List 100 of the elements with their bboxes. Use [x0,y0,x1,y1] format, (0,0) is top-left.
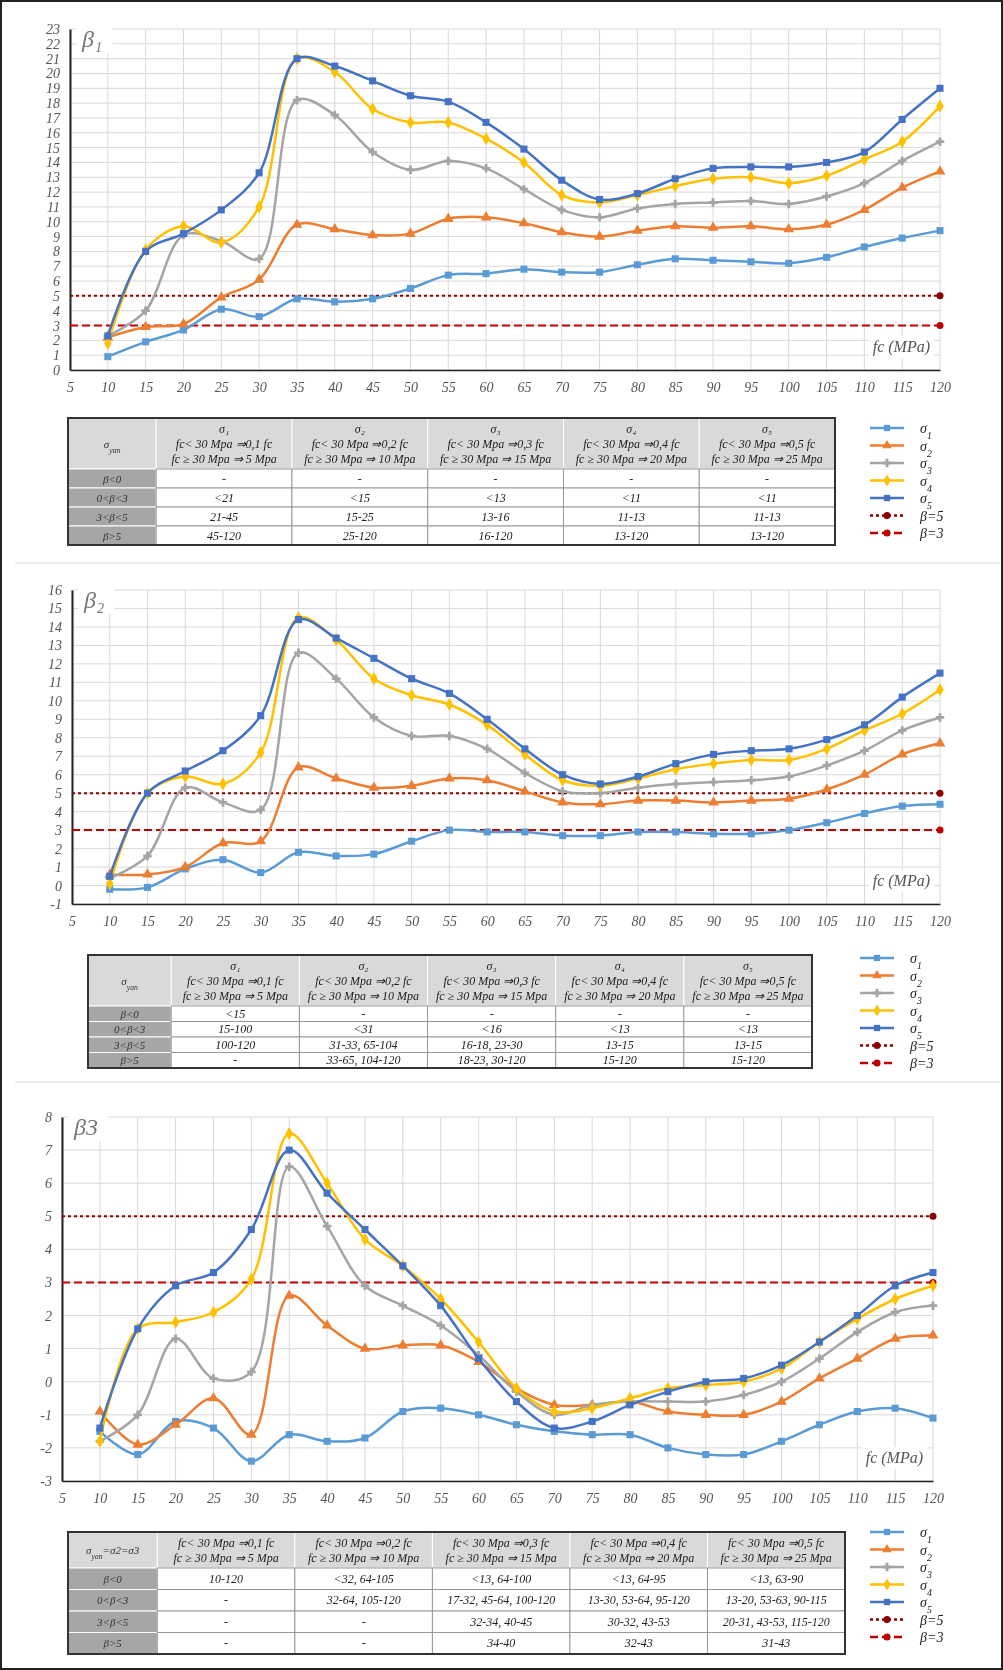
point [784,199,793,209]
text: <16 [481,1022,502,1037]
point [558,268,566,276]
point [815,1421,823,1429]
point [179,860,191,871]
point [180,783,190,792]
point [257,712,265,720]
point [785,163,793,171]
x-tick-label: 95 [744,379,759,395]
point [254,254,264,264]
point [482,118,490,126]
point [934,165,946,175]
text: - [224,1593,229,1608]
legend-label: β=3 [909,1056,934,1071]
point [702,1378,710,1386]
point [283,1289,295,1299]
x-tick-label: 120 [923,1490,944,1506]
text: 18-23, 30-120 [457,1053,526,1068]
x-tick-label: 30 [253,913,269,929]
point [672,828,680,836]
point [634,828,642,836]
y-tick-label: 9 [55,712,62,728]
text: σ₄ fc< 30 Mpa ⇒0,4 fc fc ≥ 30 Mpa ⇒ 20 Mpa [575,421,687,466]
x-tick-label: 40 [329,913,344,929]
text: <15 [225,1006,246,1021]
x-tick-label: 60 [472,1490,487,1506]
point [142,247,150,255]
point [558,176,566,184]
point [936,84,944,92]
point [481,164,491,173]
text: σ₁ fc< 30 Mpa ⇒0,1 fc fc ≥ 30 Mpa ⇒ 5 Mpa [182,958,288,1003]
text: 13-120 [750,528,785,543]
point [285,1146,293,1154]
point [294,616,302,624]
point [247,1225,255,1234]
x-tick-label: 90 [707,913,722,929]
y-tick-label: 11 [49,675,62,691]
category-label: β>5 [103,1637,122,1650]
category-label: 3<β<5 [97,1615,129,1628]
point [519,184,529,194]
point [408,837,416,845]
point [255,835,267,845]
point [445,826,453,834]
text: - [224,1614,229,1629]
point [814,1372,825,1382]
point [209,1268,218,1277]
text: 13-120 [614,528,649,543]
point [141,306,150,315]
y-tick-label: -1 [40,1407,52,1423]
category-label: 3<β<5 [96,510,128,523]
point [480,211,492,221]
point [588,1417,596,1425]
point [519,785,531,795]
category-label: σ$_{yan}$ [121,974,138,991]
y-tick-label: 3 [44,1275,52,1291]
y-tick-label: 16 [48,582,62,598]
point [556,225,568,236]
point [740,1374,748,1382]
point [218,798,228,807]
point [777,1437,786,1445]
point [104,353,112,361]
x-tick-label: 80 [631,913,646,929]
category-label: σ$_{yan}$=σ2=σ3 [86,1544,140,1561]
text: - [493,471,498,486]
point [823,819,831,827]
x-tick-label: 40 [320,1490,335,1506]
point [406,165,415,175]
y-tick-label: 2 [45,1308,52,1324]
point [367,228,378,239]
x-tick-label: 25 [214,379,229,395]
point [215,291,227,301]
text: - [361,1614,366,1629]
point [370,654,378,662]
x-tick-label: 75 [585,1490,600,1506]
category-label: β<0 [102,472,122,485]
chart-title: β3 [73,1114,98,1140]
text: 17-32, 45-64, 100-120 [447,1593,556,1608]
point [442,212,454,222]
point [898,693,906,701]
x-tick-label: 110 [855,913,876,929]
point [632,224,643,234]
y-tick-label: 12 [46,185,60,201]
x-tick-label: 70 [555,379,570,395]
x-tick-label: 50 [396,1490,411,1506]
point [596,780,604,788]
point [483,715,491,723]
y-tick-label: 1 [55,860,62,876]
point [783,792,795,802]
legend-label: σ$_{2}$ [920,438,932,458]
text: <13 [737,1022,758,1037]
y-tick-label: 14 [46,155,60,171]
point [332,852,340,860]
y-tick-label: 13 [48,638,62,654]
legend-label: β=3 [919,526,944,541]
y-tick-label: 9 [53,229,60,245]
point [672,760,680,768]
point [596,195,604,204]
point [785,259,793,267]
x-tick-label: 5 [69,913,76,929]
point [143,883,152,891]
